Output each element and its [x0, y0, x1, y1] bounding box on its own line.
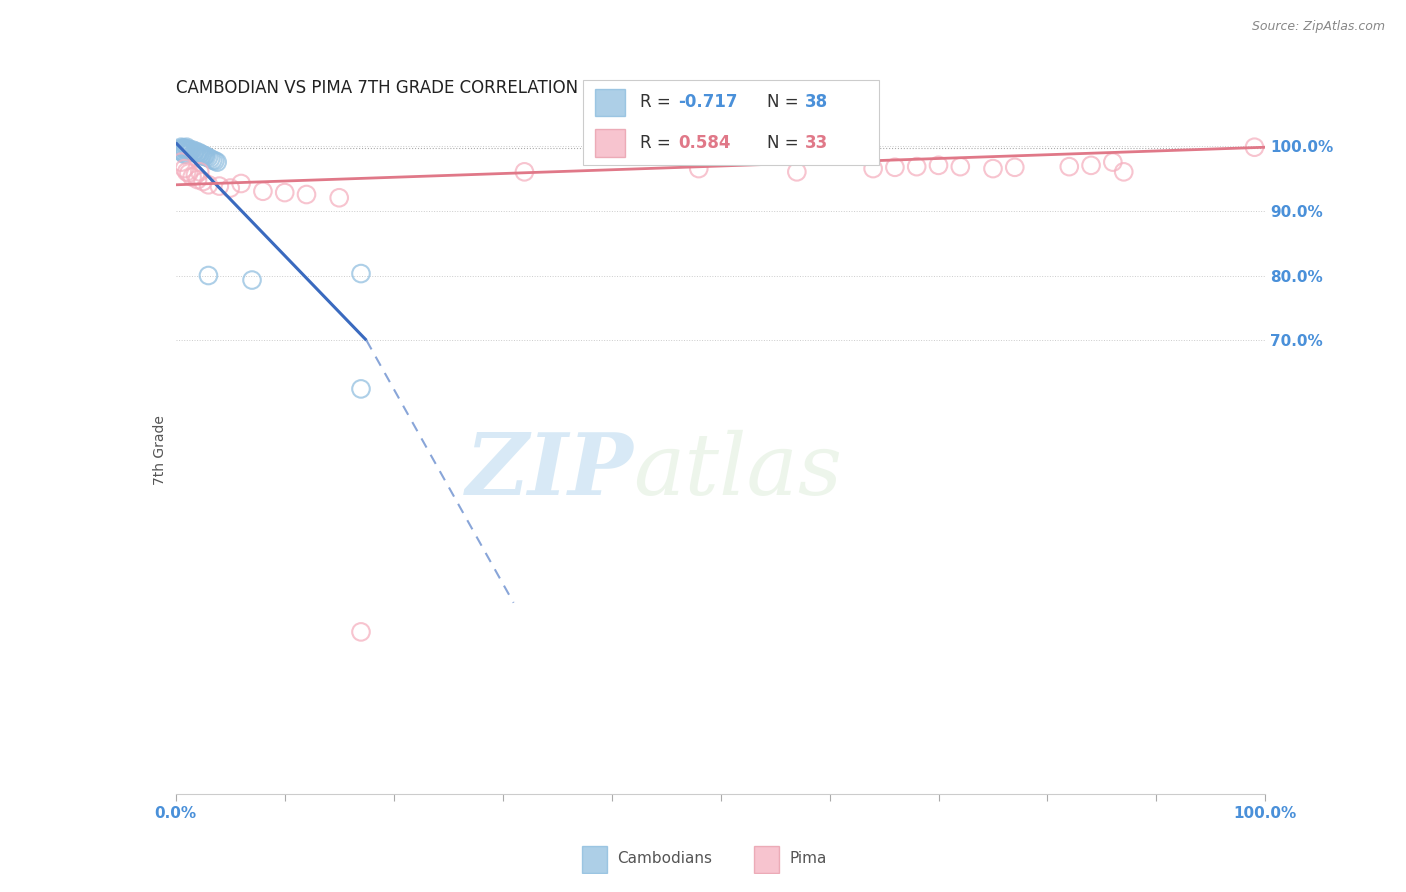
Point	[176, 165, 198, 179]
Point	[170, 155, 193, 169]
Point	[350, 267, 373, 281]
Y-axis label: 7th Grade: 7th Grade	[153, 416, 167, 485]
Point	[186, 172, 209, 186]
Point	[928, 158, 950, 172]
Point	[181, 143, 204, 157]
Point	[173, 147, 195, 161]
Point	[187, 145, 209, 160]
Point	[884, 161, 907, 175]
Point	[205, 155, 228, 169]
Point	[167, 142, 190, 156]
Point	[177, 142, 200, 156]
Point	[186, 146, 209, 161]
Point	[200, 152, 222, 166]
Text: Source: ZipAtlas.com: Source: ZipAtlas.com	[1251, 20, 1385, 33]
Point	[169, 144, 191, 158]
FancyBboxPatch shape	[595, 129, 624, 157]
Point	[197, 268, 219, 283]
FancyBboxPatch shape	[583, 80, 879, 165]
Point	[513, 165, 536, 179]
Point	[1243, 140, 1265, 154]
Point	[197, 178, 219, 192]
Point	[786, 165, 808, 179]
Point	[193, 149, 215, 163]
Point	[688, 161, 710, 176]
Point	[177, 143, 200, 157]
Point	[1080, 158, 1102, 172]
FancyBboxPatch shape	[595, 89, 624, 116]
Point	[1004, 161, 1026, 175]
Point	[350, 624, 373, 639]
Text: N =: N =	[766, 134, 803, 152]
Text: ZIP: ZIP	[465, 429, 633, 513]
Point	[252, 184, 274, 198]
Point	[174, 141, 197, 155]
Point	[197, 151, 219, 165]
Point	[905, 160, 928, 174]
Point	[219, 181, 242, 195]
Point	[240, 273, 263, 287]
FancyBboxPatch shape	[582, 846, 607, 872]
Point	[191, 148, 214, 162]
Point	[328, 191, 350, 205]
Text: Pima: Pima	[789, 851, 827, 866]
Text: R =: R =	[640, 134, 676, 152]
Point	[190, 146, 212, 161]
Point	[173, 161, 195, 176]
Point	[295, 187, 318, 202]
Point	[170, 140, 193, 154]
Point	[191, 148, 214, 162]
Point	[181, 169, 204, 184]
Text: atlas: atlas	[633, 430, 842, 512]
Point	[172, 141, 194, 155]
Point	[176, 140, 198, 154]
Point	[188, 147, 211, 161]
Point	[862, 161, 884, 176]
Point	[208, 179, 231, 194]
Point	[191, 175, 214, 189]
Point	[194, 148, 217, 162]
Point	[231, 177, 253, 191]
Point	[177, 166, 200, 180]
Point	[172, 145, 194, 159]
Point	[1057, 160, 1080, 174]
Point	[184, 144, 207, 158]
FancyBboxPatch shape	[754, 846, 779, 872]
Text: CAMBODIAN VS PIMA 7TH GRADE CORRELATION CHART: CAMBODIAN VS PIMA 7TH GRADE CORRELATION …	[176, 79, 640, 97]
Point	[201, 153, 224, 168]
Point	[195, 150, 218, 164]
Point	[188, 165, 211, 179]
Text: Cambodians: Cambodians	[617, 851, 711, 866]
Point	[173, 142, 195, 156]
Point	[350, 382, 373, 396]
Point	[172, 146, 194, 161]
Text: N =: N =	[766, 94, 803, 112]
Point	[981, 161, 1004, 176]
Point	[949, 160, 972, 174]
Point	[1112, 165, 1135, 179]
Point	[1102, 155, 1125, 169]
Point	[179, 144, 201, 158]
Point	[180, 144, 202, 158]
Text: -0.717: -0.717	[678, 94, 738, 112]
Point	[274, 186, 297, 200]
Text: R =: R =	[640, 94, 676, 112]
Point	[181, 145, 204, 159]
Point	[183, 145, 205, 160]
Text: 38: 38	[804, 94, 828, 112]
Text: 0.584: 0.584	[678, 134, 731, 152]
Point	[204, 153, 226, 168]
Point	[184, 168, 207, 182]
Point	[172, 141, 194, 155]
Point	[186, 146, 208, 161]
Text: 33: 33	[804, 134, 828, 152]
